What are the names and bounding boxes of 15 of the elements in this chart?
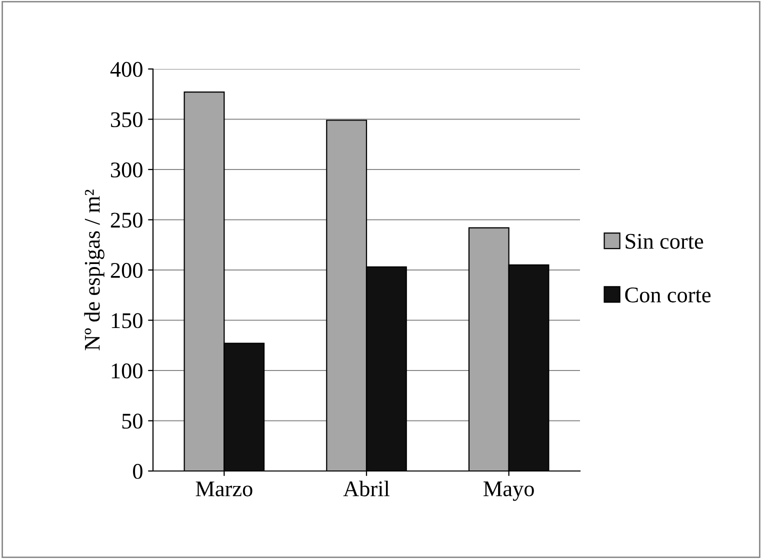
y-tick-label: 50 bbox=[122, 414, 142, 429]
x-tick-label: Abril bbox=[343, 480, 390, 496]
x-tick-label: Marzo bbox=[196, 482, 252, 496]
y-tick-label: 400 bbox=[110, 62, 142, 77]
y-tick-label: 300 bbox=[111, 162, 142, 178]
legend-label: Con corte bbox=[625, 288, 711, 302]
y-tick-label: 100 bbox=[112, 363, 142, 378]
y-tick-label: 350 bbox=[111, 112, 142, 128]
y-tick-label: 150 bbox=[112, 313, 142, 328]
y-tick-label: 0 bbox=[133, 464, 142, 479]
legend-label: Sin corte bbox=[626, 234, 704, 249]
y-axis-title: Nº de espigas / m² bbox=[84, 190, 104, 350]
y-tick-label: 200 bbox=[110, 262, 142, 278]
y-tick-label: 250 bbox=[110, 212, 142, 228]
x-tick-label: Mayo bbox=[484, 482, 534, 501]
